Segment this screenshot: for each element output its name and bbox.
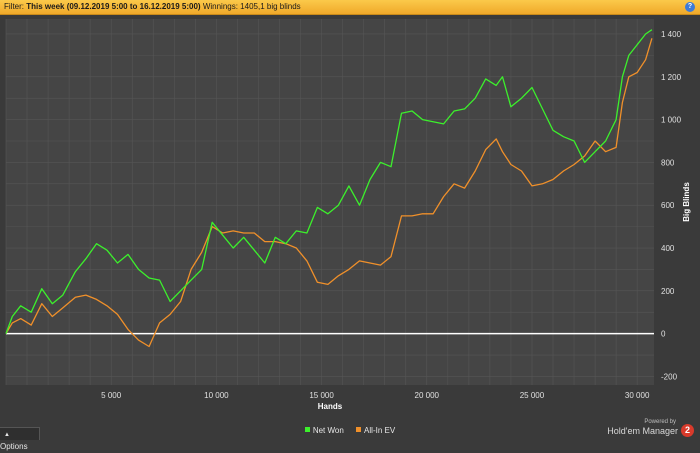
legend-label-all-in-ev: All-In EV (364, 426, 396, 435)
filter-label: Filter: (4, 2, 24, 11)
legend-swatch-all-in-ev (356, 427, 362, 432)
filter-value[interactable]: This week (09.12.2019 5:00 to 16.12.2019… (26, 2, 201, 11)
legend-swatch-net-won (304, 427, 310, 432)
y-tick-label: 400 (661, 244, 675, 253)
y-tick-label: 1 200 (661, 73, 682, 82)
powered-by-text: Powered by (644, 419, 676, 425)
winnings-label: Winnings: (202, 2, 238, 11)
legend-label-net-won: Net Won (312, 426, 344, 435)
y-tick-label: 1 000 (661, 116, 682, 125)
plot-area (6, 19, 654, 385)
legend-item-net-won[interactable]: Net Won (304, 426, 344, 436)
y-tick-label: 1 400 (661, 30, 682, 39)
x-tick-labels: 5 000 10 000 15 000 20 000 25 000 30 000 (101, 391, 650, 400)
x-axis-title: Hands (318, 402, 343, 411)
brand-name: Hold'em Manager (607, 426, 678, 436)
x-tick-label: 30 000 (625, 391, 650, 400)
options-label: Options (0, 442, 28, 451)
filter-bar: Filter: This week (09.12.2019 5:00 to 16… (0, 0, 700, 15)
y-tick-label: 200 (661, 287, 675, 296)
x-tick-label: 20 000 (415, 391, 440, 400)
help-icon[interactable]: ? (685, 2, 695, 12)
caret-up-icon: ▲ (4, 432, 10, 438)
y-tick-label: 600 (661, 201, 675, 210)
winnings-chart: 5 000 10 000 15 000 20 000 25 000 30 000 -200… (5, 19, 691, 411)
y-tick-label: 0 (661, 330, 666, 339)
y-tick-label: -200 (661, 372, 678, 381)
grid-lines (5, 19, 654, 385)
legend: Net Won All-In EV (0, 426, 700, 436)
x-tick-label: 5 000 (101, 391, 122, 400)
brand-logo: Powered by Hold'em Manager 2 (607, 419, 694, 437)
x-tick-label: 25 000 (520, 391, 545, 400)
y-tick-labels: -200 0 200 400 600 800 1 000 1 200 1 400 (661, 30, 682, 381)
series-line-all-in-ev (5, 38, 653, 348)
hm2-logo-icon: 2 (681, 424, 694, 437)
y-tick-label: 800 (661, 158, 675, 167)
series-line-net-won (5, 29, 653, 334)
x-tick-label: 10 000 (204, 391, 229, 400)
series-lines (5, 29, 653, 348)
x-tick-label: 15 000 (309, 391, 334, 400)
legend-item-all-in-ev[interactable]: All-In EV (356, 426, 395, 436)
filter-text: Filter: This week (09.12.2019 5:00 to 16… (4, 0, 301, 14)
winnings-value: 1405,1 big blinds (240, 2, 301, 11)
y-axis-title: Big Blinds (682, 182, 691, 222)
options-button[interactable]: ▲ Options (0, 427, 40, 451)
